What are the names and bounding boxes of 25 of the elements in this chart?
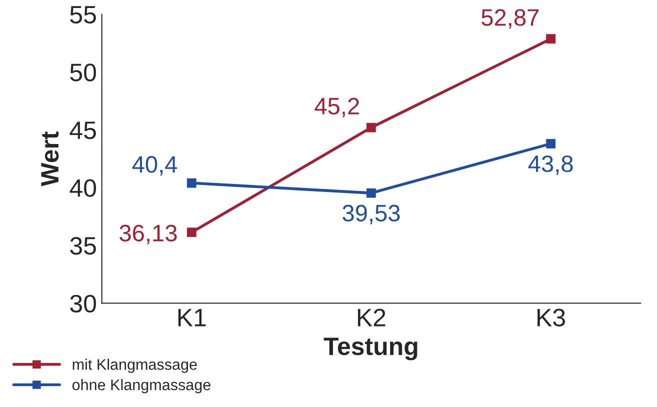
x-tick-label: K3 (538, 308, 565, 326)
point (546, 34, 556, 44)
y-tick-label: 30 (70, 294, 96, 313)
point (366, 122, 376, 132)
y-tick-label: 45 (70, 122, 96, 140)
y-tick-label: 55 (70, 6, 96, 24)
y-axis-title: Wert (41, 131, 59, 186)
y-tick-label: 40 (70, 179, 96, 197)
x-axis-title: Testung (324, 338, 418, 360)
legend-label: mit Klangmassage (72, 358, 197, 373)
y-tick-label: 50 (70, 64, 96, 82)
point (546, 139, 556, 148)
data-label: 39,53 (342, 204, 400, 224)
point (186, 228, 196, 238)
point (186, 178, 196, 188)
x-tick-label: K1 (178, 308, 206, 326)
x-tick-label: K2 (358, 308, 386, 326)
point (366, 188, 376, 198)
data-label: 45,2 (314, 98, 359, 118)
data-label: 36,13 (120, 224, 177, 244)
data-label: 40,4 (132, 156, 178, 176)
data-label: 43,8 (528, 155, 573, 175)
data-label: 52,87 (482, 9, 538, 29)
legend-label: ohne Klangmassage (72, 379, 210, 394)
y-tick-label: 35 (70, 237, 96, 255)
